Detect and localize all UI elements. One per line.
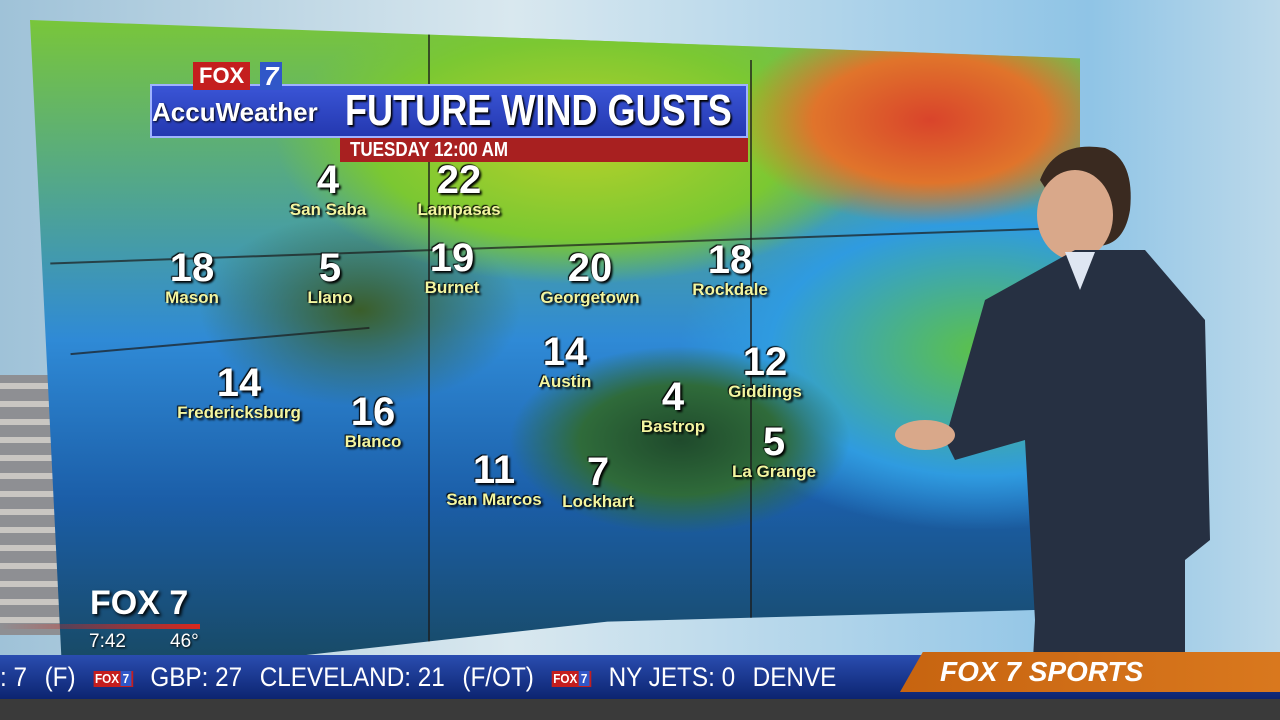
- ticker-content: : 7 (F) FOX 7 GBP: 27 CLEVELAND: 21 (F/OT…: [0, 655, 847, 699]
- city-georgetown: 20 Georgetown: [540, 248, 639, 308]
- gust-value: 12: [742, 340, 788, 384]
- ticker-item: CLEVELAND: 21: [259, 662, 445, 692]
- ticker-logo-text: FOX: [553, 670, 578, 686]
- city-llano: 5 Llano: [307, 248, 352, 308]
- ticker-item: (F/OT): [462, 662, 534, 692]
- gust-value: 22: [436, 158, 482, 202]
- accuweather-logo: AccuWeather: [152, 97, 318, 127]
- temperature: 46°: [170, 631, 199, 652]
- city-name: Lampasas: [417, 200, 501, 219]
- fox-logo: FOX: [193, 62, 251, 90]
- gust-value: 20: [567, 246, 613, 290]
- city-name: Georgetown: [540, 288, 640, 307]
- city-name: Fredericksburg: [177, 403, 301, 422]
- city-name: Lockhart: [562, 492, 634, 511]
- city-lampasas: 22 Lampasas: [417, 160, 500, 220]
- gust-value: 5: [762, 420, 786, 464]
- city-name: Austin: [538, 372, 592, 391]
- city-san-marcos: 11 San Marcos: [446, 450, 541, 510]
- ticker-item: NY JETS: 0: [608, 662, 736, 692]
- fox7-number-logo: 7: [260, 62, 283, 90]
- city-giddings: 12 Giddings: [728, 342, 802, 402]
- ticker-item: DENVE: [752, 662, 837, 692]
- title-banner: [150, 84, 748, 138]
- city-name: San Saba: [289, 200, 367, 219]
- county-line: [428, 20, 430, 660]
- city-name: La Grange: [731, 462, 817, 481]
- ticker-logo-text: FOX: [94, 670, 120, 686]
- city-name: Bastrop: [640, 417, 706, 436]
- ticker-logo-num: 7: [579, 670, 590, 686]
- ticker-fox7-logo: FOX 7: [551, 670, 592, 687]
- city-name: Giddings: [728, 382, 802, 401]
- city-name: Blanco: [344, 432, 402, 451]
- city-name: Rockdale: [692, 280, 768, 299]
- graphic-title: FUTURE WIND GUSTS: [345, 86, 732, 135]
- city-la-grange: 5 La Grange: [732, 422, 816, 482]
- city-rockdale: 18 Rockdale: [692, 240, 768, 300]
- ticker-item: GBP: 27: [150, 662, 243, 692]
- bottom-strip: [0, 699, 1280, 720]
- gust-value: 5: [318, 246, 342, 290]
- city-name: San Marcos: [446, 490, 542, 509]
- presenter: [895, 146, 1210, 720]
- gust-value: 16: [350, 390, 396, 434]
- gust-value: 18: [169, 246, 215, 290]
- county-line: [750, 60, 752, 620]
- gust-value: 4: [316, 158, 340, 202]
- city-name: Burnet: [424, 278, 480, 297]
- city-burnet: 19 Burnet: [425, 238, 480, 298]
- ticker-item: : 7: [0, 662, 28, 692]
- city-bastrop: 4 Bastrop: [641, 377, 705, 437]
- city-name: Mason: [165, 288, 219, 307]
- city-austin: 14 Austin: [539, 332, 592, 392]
- fox7-sports-label: FOX 7 SPORTS: [900, 652, 1280, 692]
- city-fredericksburg: 14 Fredericksburg: [177, 363, 301, 423]
- county-line: [70, 326, 370, 356]
- ticker-logo-num: 7: [120, 670, 131, 686]
- ticker-item: (F): [44, 662, 76, 692]
- city-san-saba: 4 San Saba: [290, 160, 367, 220]
- gust-value: 11: [472, 448, 516, 492]
- city-lockhart: 7 Lockhart: [562, 452, 634, 512]
- city-mason: 18 Mason: [165, 248, 219, 308]
- time-banner: [340, 138, 748, 162]
- clock: 7:42: [89, 631, 126, 652]
- station-bug: FOX 7: [90, 584, 189, 622]
- gust-value: 14: [216, 361, 262, 405]
- bug-divider: [0, 624, 200, 629]
- gust-value: 19: [429, 236, 475, 280]
- forecast-time: TUESDAY 12:00 AM: [350, 139, 509, 161]
- gust-value: 7: [586, 450, 610, 494]
- ticker-fox7-logo: FOX 7: [93, 670, 133, 687]
- gust-value: 4: [661, 375, 685, 419]
- city-name: Llano: [307, 288, 353, 307]
- gust-value: 14: [542, 330, 588, 374]
- city-blanco: 16 Blanco: [345, 392, 402, 452]
- gust-value: 18: [707, 238, 753, 282]
